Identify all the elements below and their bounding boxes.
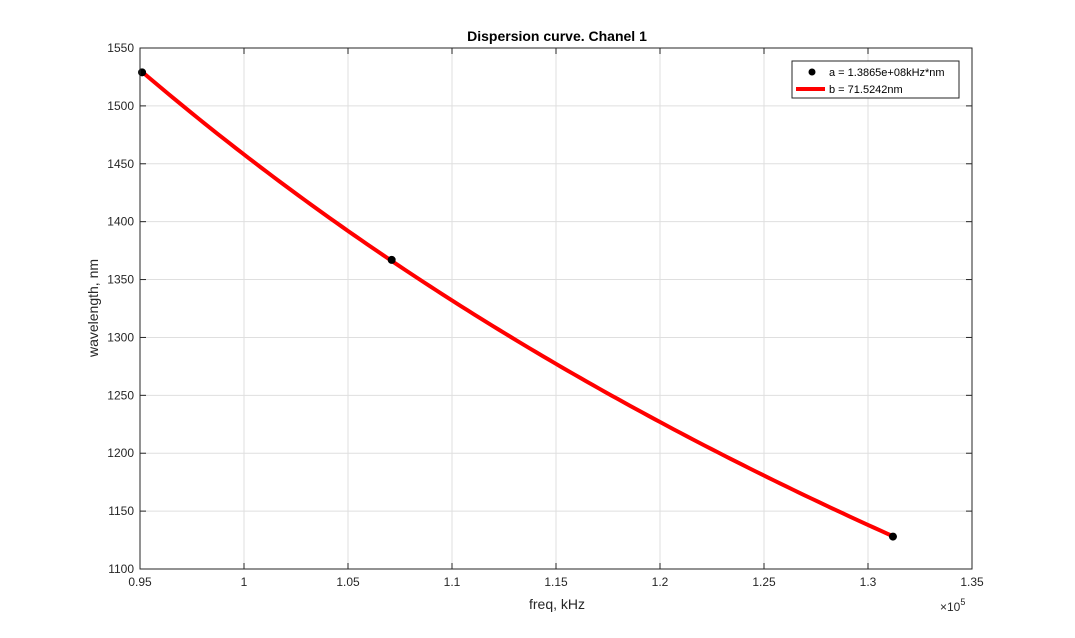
legend-entry-b: b = 71.5242nm [829, 84, 903, 96]
y-axis-ticks: 1100 1150 1200 1250 1300 1350 1400 1450 1500 1550 [107, 41, 972, 576]
x-exponent-base: ×10 [940, 600, 961, 614]
y-tick-label: 1500 [107, 99, 134, 113]
data-point [888, 532, 897, 541]
y-tick-label: 1100 [108, 562, 134, 576]
data-point [138, 68, 147, 77]
y-tick-label: 1400 [107, 215, 134, 229]
y-tick-label: 1550 [107, 41, 134, 55]
y-axis-label: wavelength, nm [85, 259, 101, 358]
x-axis-ticks: 0.95 1 1.05 1.1 1.15 1.2 1.25 1.3 1.35 [128, 48, 984, 589]
x-tick-label: 1.15 [544, 575, 568, 589]
legend: a = 1.3865e+08kHz*nm b = 71.5242nm [791, 60, 960, 99]
x-tick-label: 1.1 [444, 575, 461, 589]
x-axis-exponent: ×105 [940, 597, 965, 614]
x-tick-label: 0.95 [128, 575, 152, 589]
x-tick-label: 1.25 [752, 575, 776, 589]
legend-entry-a: a = 1.3865e+08kHz*nm [829, 67, 945, 79]
y-tick-label: 1450 [107, 157, 134, 171]
data-point [387, 255, 396, 264]
y-tick-label: 1200 [107, 446, 134, 460]
chart-title: Dispersion curve. Chanel 1 [467, 28, 647, 44]
y-tick-label: 1350 [107, 273, 134, 287]
legend-marker-a [808, 68, 816, 76]
x-tick-label: 1.2 [652, 575, 669, 589]
y-tick-label: 1300 [107, 330, 134, 344]
x-axis-label: freq, kHz [529, 596, 585, 612]
legend-box [791, 60, 960, 99]
fit-curve-line [140, 70, 894, 539]
x-exponent-power: 5 [960, 597, 965, 607]
y-tick-label: 1150 [108, 504, 134, 518]
y-tick-label: 1250 [107, 388, 134, 402]
x-tick-label: 1.35 [960, 575, 984, 589]
x-tick-label: 1.3 [860, 575, 877, 589]
x-tick-label: 1.05 [336, 575, 360, 589]
x-tick-label: 1 [241, 575, 248, 589]
